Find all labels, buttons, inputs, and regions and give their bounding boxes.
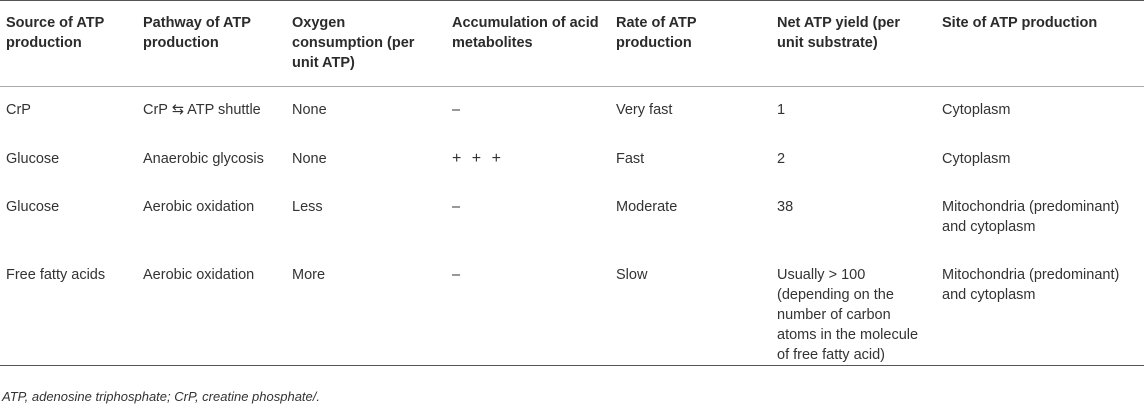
cell-rate: Very fast [616,102,673,118]
header-source: Source of ATP production [0,0,137,87]
cell-site: Cytoplasm [942,151,1011,167]
table-row: CrP CrP ⇆ ATP shuttle None – Very fast 1… [0,87,1144,136]
cell-pathway: Aerobic oxidation [143,199,255,215]
table-row: Glucose Anaerobic glycosis None + + + Fa… [0,135,1144,183]
table-row: Free fatty acids Aerobic oxidation More … [0,251,1144,366]
cell-yield: 1 [777,102,786,118]
cell-site: Cytoplasm [942,102,1011,118]
header-site: Site of ATP production [936,0,1144,87]
header-rate: Rate of ATP production [610,0,771,87]
cell-pathway: Anaerobic glycosis [143,151,264,167]
cell-acid: – [446,251,610,366]
cell-site: Mitochondria (predominant) and cytoplasm [936,251,1144,366]
cell-pathway: CrP ⇆ ATP shuttle [143,102,261,118]
cell-acid: – [452,102,461,118]
cell-source: Glucose [6,199,60,215]
header-acid: Accumulation of acid metabolites [446,0,610,87]
cell-source: Free fatty acids [0,251,137,366]
cell-yield: 2 [777,151,786,167]
cell-rate: Fast [616,151,645,167]
table-footnote: ATP, adenosine triphosphate; CrP, creati… [2,389,320,404]
cell-acid: – [452,199,461,215]
cell-rate: Slow [610,251,771,366]
cell-site: Mitochondria (predominant) and cytoplasm [942,199,1120,235]
cell-oxygen: More [286,251,446,366]
header-yield: Net ATP yield (per unit substrate) [771,0,936,87]
table-row: Glucose Aerobic oxidation Less – Moderat… [0,183,1144,251]
atp-production-table: Source of ATP production Pathway of ATP … [0,0,1144,366]
cell-source: CrP [6,102,31,118]
cell-pathway: Aerobic oxidation [137,251,286,366]
cell-rate: Moderate [616,199,678,215]
header-oxygen: Oxygen consumption (per unit ATP) [286,0,446,87]
cell-oxygen: Less [292,199,323,215]
header-row: Source of ATP production Pathway of ATP … [0,0,1144,87]
header-pathway: Pathway of ATP production [137,0,286,87]
cell-oxygen: None [292,151,327,167]
cell-oxygen: None [292,102,327,118]
cell-source: Glucose [6,151,60,167]
cell-yield: 38 [777,199,794,215]
cell-acid: + + + [452,150,504,167]
cell-yield: Usually > 100 (depending on the number o… [771,251,936,366]
